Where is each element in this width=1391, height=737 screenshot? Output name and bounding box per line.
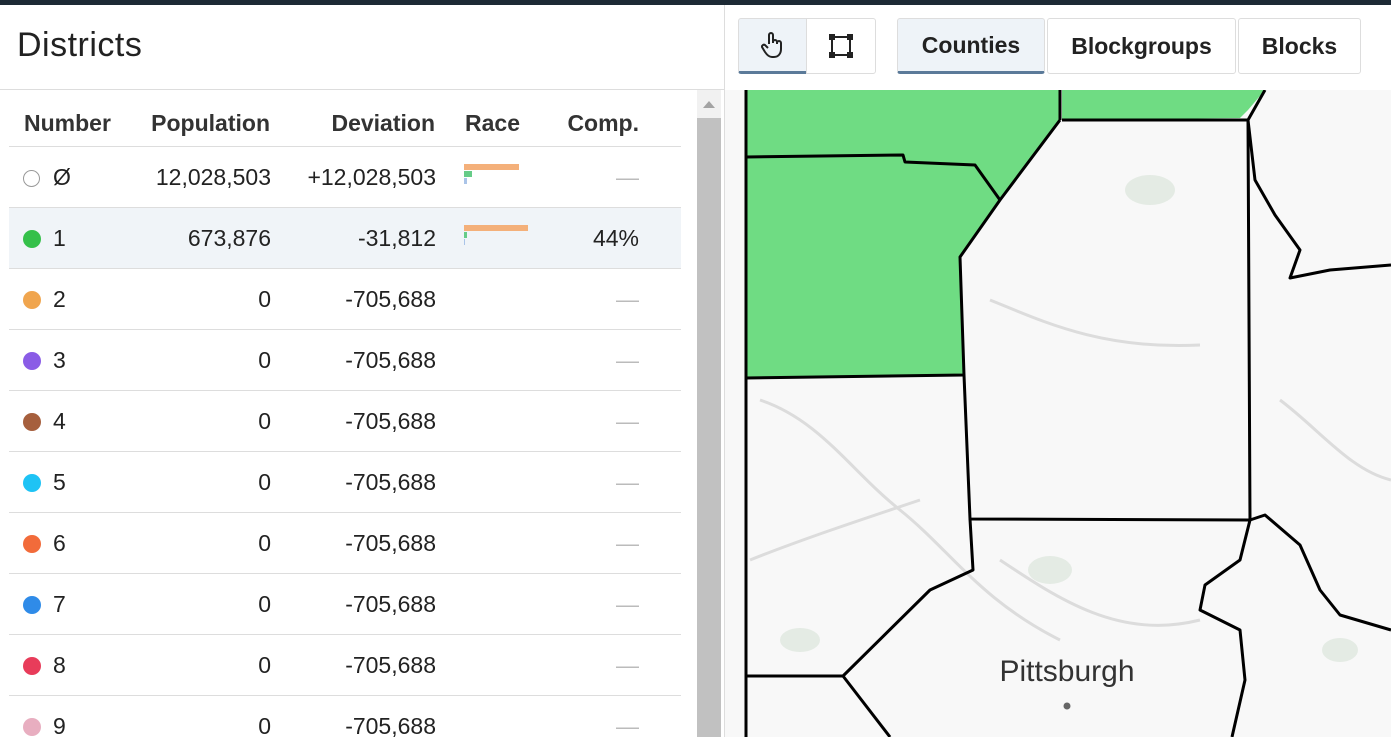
rectangle-tool[interactable] — [806, 18, 876, 74]
population: 0 — [258, 713, 271, 737]
district-number: 2 — [53, 286, 66, 312]
district-row[interactable]: 6 0 -705,688 — — [9, 512, 681, 573]
compactness: — — [616, 164, 639, 190]
population: 0 — [258, 652, 271, 678]
deviation: -705,688 — [345, 591, 436, 617]
map[interactable]: Pittsburgh — [725, 90, 1391, 737]
district-number: 1 — [53, 225, 66, 251]
district-number: 6 — [53, 530, 66, 556]
deviation: -705,688 — [345, 530, 436, 556]
separator — [724, 5, 725, 737]
population: 0 — [258, 530, 271, 556]
district-row[interactable]: 2 0 -705,688 — — [9, 268, 681, 329]
district-row[interactable]: 3 0 -705,688 — — [9, 329, 681, 390]
district-row[interactable]: Ø 12,028,503 +12,028,503 — — [9, 146, 681, 207]
district-color — [23, 718, 41, 736]
column-header: Race — [465, 110, 520, 136]
population: 0 — [258, 286, 271, 312]
compactness: — — [616, 591, 639, 617]
compactness: — — [616, 713, 639, 737]
compactness: — — [616, 408, 639, 434]
race-bar — [464, 164, 519, 170]
race-bar — [464, 232, 467, 238]
place-label: Pittsburgh — [999, 655, 1134, 688]
population: 12,028,503 — [155, 164, 271, 190]
top-bar — [0, 0, 1391, 5]
district-row[interactable]: 7 0 -705,688 — — [9, 573, 681, 634]
column-header: Deviation — [331, 110, 435, 136]
population: 0 — [258, 469, 271, 495]
deviation: -705,688 — [345, 652, 436, 678]
district-color — [23, 291, 41, 309]
district-color — [23, 230, 41, 248]
district-row[interactable]: 1 673,876 -31,812 44% — [9, 207, 681, 268]
race-bar — [464, 225, 528, 231]
units-button[interactable]: Blocks — [1238, 18, 1361, 74]
district-number: Ø — [53, 164, 71, 190]
compactness: — — [616, 286, 639, 312]
race-bar — [464, 171, 472, 177]
sidebar-title: Districts — [17, 26, 143, 64]
compactness: 44% — [592, 225, 639, 251]
district-number: 3 — [53, 347, 66, 373]
population: 673,876 — [187, 225, 271, 251]
district-color — [23, 413, 41, 431]
district-color — [23, 352, 41, 370]
deviation: -705,688 — [345, 713, 436, 737]
deviation: -31,812 — [357, 225, 436, 251]
scroll-up[interactable] — [701, 98, 717, 110]
district-number: 9 — [53, 713, 66, 737]
compactness: — — [616, 469, 639, 495]
district-table: Number Population Deviation Race Comp. Ø 12,02… — [0, 90, 697, 737]
scrollbar-thumb[interactable] — [697, 118, 721, 737]
select-tool[interactable] — [738, 18, 807, 74]
separator — [0, 89, 724, 90]
district-row[interactable]: 8 0 -705,688 — — [9, 634, 681, 695]
column-header: Number — [24, 110, 111, 136]
compactness: — — [616, 652, 639, 678]
district-color — [23, 170, 40, 187]
deviation: -705,688 — [345, 469, 436, 495]
district-number: 8 — [53, 652, 66, 678]
district-row[interactable]: 4 0 -705,688 — — [9, 390, 681, 451]
column-header: Comp. — [567, 110, 639, 136]
district-number: 7 — [53, 591, 66, 617]
population: 0 — [258, 408, 271, 434]
district-color — [23, 474, 41, 492]
units-button[interactable]: Counties — [897, 18, 1045, 74]
deviation: -705,688 — [345, 347, 436, 373]
district-row[interactable]: 9 0 -705,688 — — [9, 695, 681, 737]
district-number: 4 — [53, 408, 66, 434]
district-color — [23, 657, 41, 675]
units-button[interactable]: Blockgroups — [1047, 18, 1236, 74]
district-number: 5 — [53, 469, 66, 495]
population: 0 — [258, 347, 271, 373]
deviation: +12,028,503 — [307, 164, 436, 190]
district-row[interactable]: 5 0 -705,688 — — [9, 451, 681, 512]
compactness: — — [616, 530, 639, 556]
deviation: -705,688 — [345, 286, 436, 312]
district-color — [23, 596, 41, 614]
district-color — [23, 535, 41, 553]
column-header: Population — [151, 110, 270, 136]
population: 0 — [258, 591, 271, 617]
deviation: -705,688 — [345, 408, 436, 434]
race-bar — [464, 178, 467, 184]
race-bar — [464, 239, 465, 245]
compactness: — — [616, 347, 639, 373]
